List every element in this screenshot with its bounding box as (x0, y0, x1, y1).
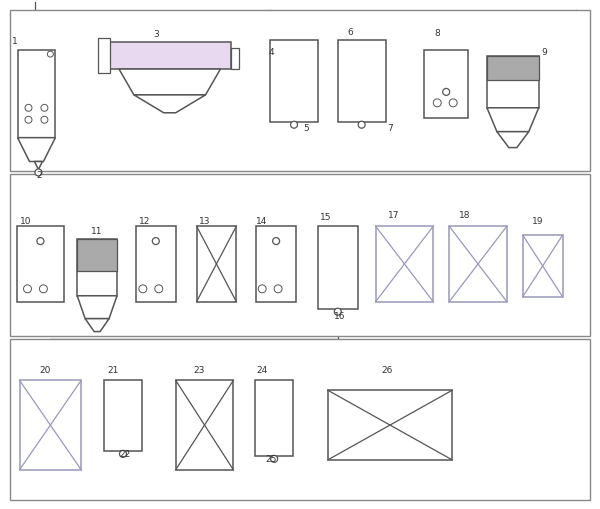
Bar (104, 380, 142, 451)
Text: 2: 2 (37, 172, 42, 180)
Polygon shape (77, 296, 117, 319)
Polygon shape (85, 319, 109, 331)
Circle shape (37, 238, 44, 244)
Text: 13: 13 (199, 217, 210, 226)
Polygon shape (34, 161, 43, 169)
Bar (424, 50, 468, 118)
Circle shape (271, 456, 278, 462)
Circle shape (139, 285, 147, 293)
Bar (270, 40, 318, 122)
Polygon shape (497, 132, 529, 148)
Bar (17, 50, 55, 137)
Circle shape (443, 89, 449, 95)
Text: 9: 9 (542, 48, 547, 57)
Circle shape (119, 450, 127, 458)
Text: 21: 21 (107, 366, 118, 375)
Circle shape (35, 169, 42, 176)
Bar (255, 380, 293, 456)
Circle shape (272, 238, 280, 244)
Bar (176, 380, 233, 470)
Circle shape (25, 104, 32, 111)
Text: 23: 23 (194, 366, 205, 375)
Bar (17, 226, 64, 302)
Circle shape (25, 116, 32, 123)
Text: 8: 8 (434, 29, 440, 38)
Bar (487, 56, 539, 80)
Bar (77, 239, 117, 296)
Circle shape (41, 116, 48, 123)
Text: 12: 12 (139, 217, 150, 226)
Text: 4: 4 (268, 48, 274, 57)
Polygon shape (134, 95, 206, 113)
Text: 5: 5 (303, 124, 309, 133)
Text: 19: 19 (532, 217, 543, 226)
Circle shape (258, 285, 266, 293)
Text: 3: 3 (153, 30, 158, 39)
Text: 7: 7 (388, 124, 393, 133)
Text: 15: 15 (320, 213, 331, 222)
Bar (232, 48, 239, 69)
Polygon shape (119, 69, 220, 95)
Circle shape (23, 285, 31, 293)
Text: 11: 11 (91, 227, 103, 236)
Text: 6: 6 (348, 28, 353, 37)
Text: 20: 20 (40, 366, 51, 375)
Text: 14: 14 (256, 217, 268, 226)
Bar (449, 226, 507, 302)
Circle shape (334, 308, 341, 315)
Circle shape (155, 285, 163, 293)
Bar (256, 226, 296, 302)
Bar (77, 239, 117, 271)
Bar (338, 40, 386, 122)
Bar (10, 10, 590, 172)
Circle shape (152, 238, 159, 244)
Bar (10, 175, 590, 335)
Circle shape (433, 99, 441, 107)
Circle shape (41, 104, 48, 111)
Circle shape (40, 285, 47, 293)
Circle shape (274, 285, 282, 293)
Text: 10: 10 (20, 217, 31, 226)
Text: 16: 16 (334, 312, 346, 321)
Bar (487, 56, 539, 108)
Polygon shape (487, 108, 539, 132)
Bar (376, 226, 433, 302)
Bar (523, 235, 563, 297)
Bar (197, 226, 236, 302)
Text: 24: 24 (256, 366, 268, 375)
Bar (20, 380, 81, 470)
Circle shape (358, 121, 365, 128)
Bar (136, 226, 176, 302)
Bar (10, 338, 590, 500)
Bar (98, 38, 110, 73)
Text: 22: 22 (119, 450, 130, 459)
Text: 26: 26 (382, 366, 393, 375)
Bar (318, 226, 358, 308)
Bar (104, 42, 232, 69)
Bar (328, 390, 452, 460)
Text: 18: 18 (459, 211, 470, 220)
Circle shape (290, 121, 298, 128)
Circle shape (449, 99, 457, 107)
Text: 17: 17 (388, 211, 399, 220)
Polygon shape (17, 137, 55, 161)
Text: 25: 25 (265, 455, 277, 464)
Circle shape (47, 51, 53, 57)
Text: 1: 1 (11, 37, 17, 46)
